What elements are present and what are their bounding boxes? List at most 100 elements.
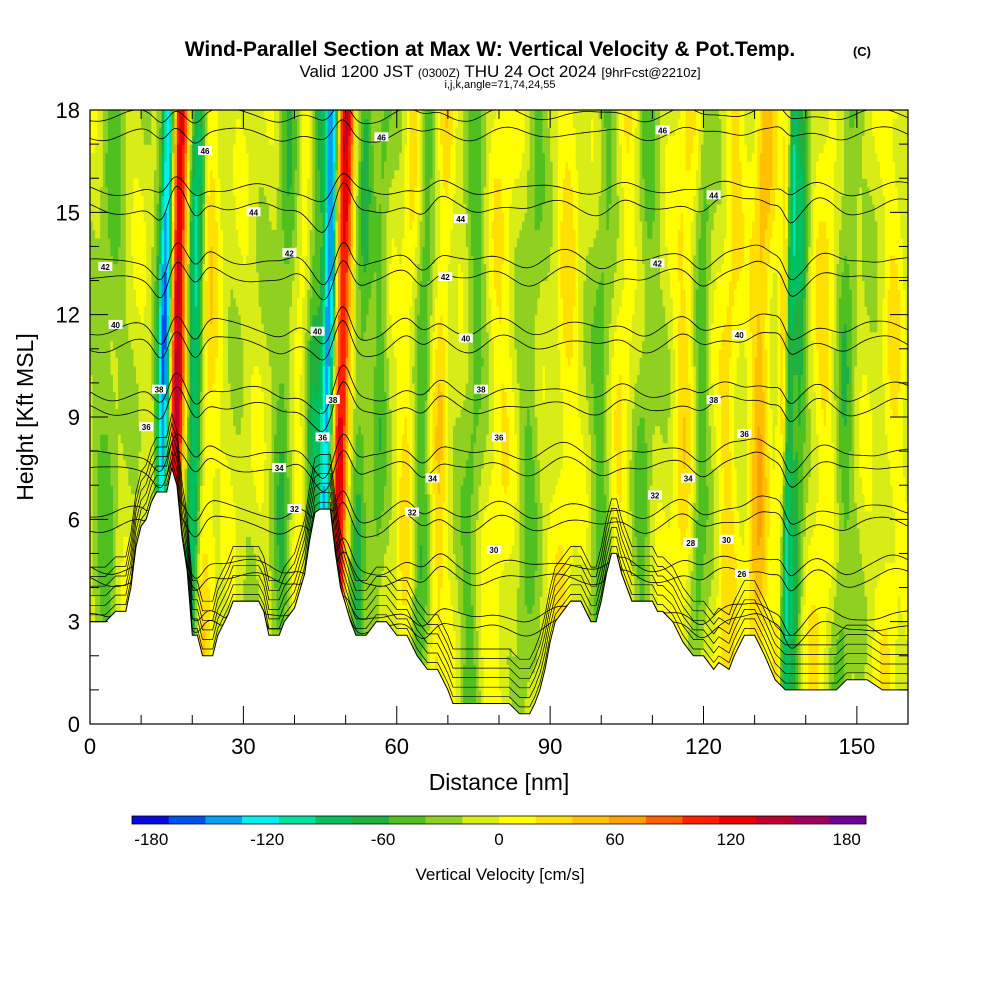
w-cell (869, 510, 873, 724)
w-cell (614, 408, 618, 452)
w-cell (452, 425, 457, 555)
w-cell (442, 502, 446, 724)
w-cell (473, 664, 477, 724)
w-cell (670, 502, 674, 708)
colorbar-swatch (829, 816, 867, 824)
w-cell (647, 110, 651, 239)
w-cell (795, 630, 799, 724)
w-cell (637, 425, 641, 580)
w-cell (184, 502, 188, 546)
w-cell (455, 579, 459, 724)
theta-contour (90, 450, 908, 698)
w-cell (322, 110, 326, 299)
w-cell (279, 570, 283, 648)
w-cell (332, 340, 336, 367)
w-cell (371, 280, 375, 691)
w-cell (524, 110, 528, 213)
w-cell (629, 340, 633, 461)
w-cell (688, 493, 692, 555)
contour-label-bg (282, 248, 297, 258)
w-cell (539, 110, 544, 222)
w-cell (92, 152, 96, 230)
w-cell (621, 186, 625, 290)
w-cell (136, 110, 140, 179)
w-cell (159, 229, 163, 265)
w-cell (808, 408, 812, 478)
w-cell (568, 169, 572, 367)
w-cell (110, 485, 114, 580)
w-cell (348, 254, 352, 307)
w-cell (831, 331, 835, 444)
w-cell (294, 110, 298, 120)
w-cell (199, 186, 204, 282)
w-cell (143, 306, 147, 589)
w-cell (823, 425, 827, 648)
w-cell (856, 527, 861, 682)
w-cell (874, 110, 878, 154)
w-cell (460, 485, 464, 546)
w-cell (790, 110, 794, 154)
w-cell (437, 110, 441, 171)
w-cell (895, 638, 899, 724)
w-cell (718, 348, 722, 401)
w-cell (399, 570, 403, 674)
w-cell (499, 579, 503, 691)
w-cell (734, 110, 738, 290)
w-cell (146, 110, 150, 145)
contour-label-bg (683, 538, 698, 548)
w-cell (757, 314, 761, 427)
w-cell (368, 297, 372, 691)
w-cell (445, 110, 449, 128)
w-cell (488, 152, 492, 299)
w-cell (360, 161, 365, 256)
w-cell (130, 110, 135, 213)
w-cell (759, 263, 763, 333)
w-cell (159, 186, 163, 230)
w-cell (550, 161, 554, 248)
w-cell (729, 280, 733, 358)
w-cell (787, 246, 792, 452)
w-cell (174, 178, 178, 230)
w-cell (861, 178, 866, 282)
contour-label: 30 (722, 536, 731, 545)
w-cell (828, 110, 832, 589)
w-cell (130, 348, 135, 495)
w-cell (243, 579, 247, 614)
w-cell (253, 365, 257, 486)
w-cell (833, 596, 838, 657)
w-cell (350, 195, 354, 248)
w-cell (210, 246, 214, 324)
w-cell (580, 434, 584, 563)
w-cell (859, 553, 863, 691)
w-cell (772, 468, 776, 657)
w-cell (399, 110, 403, 154)
w-cell (332, 434, 336, 461)
w-cell (795, 451, 799, 631)
w-cell (542, 399, 546, 724)
contour-label: 38 (155, 386, 164, 395)
colorbar-swatch (168, 816, 206, 824)
w-cell (506, 664, 510, 724)
w-cell (752, 152, 756, 222)
w-cell (350, 110, 354, 145)
w-cell (685, 331, 689, 529)
w-cell (194, 135, 198, 196)
w-cell (616, 237, 620, 316)
contour-label: 32 (650, 491, 659, 500)
w-cell (690, 365, 694, 503)
theta-contour (90, 173, 908, 203)
w-cell (450, 144, 454, 230)
w-cell (741, 263, 745, 341)
w-cell (629, 110, 633, 137)
w-cell (243, 263, 247, 580)
w-cell (327, 451, 331, 503)
w-cell (481, 357, 485, 367)
w-cell (332, 229, 336, 273)
w-cell (631, 314, 636, 410)
contour-label-bg (405, 507, 420, 517)
w-cell (499, 178, 503, 324)
w-cell (749, 237, 753, 333)
w-cell (95, 144, 99, 239)
w-cell (782, 417, 786, 452)
w-cell (642, 417, 646, 724)
